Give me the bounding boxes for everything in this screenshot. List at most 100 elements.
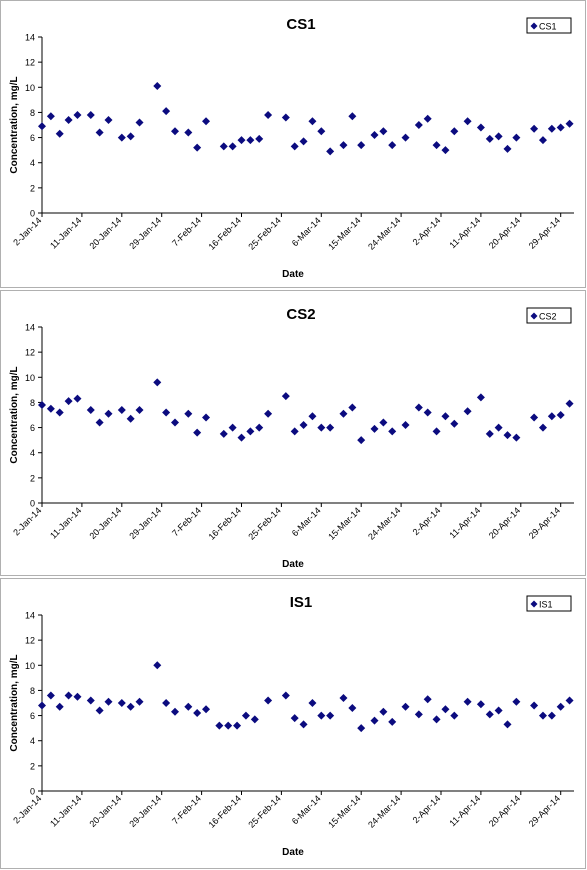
x-tick-label: 11-Jan-14 — [48, 505, 83, 540]
data-point — [326, 711, 335, 720]
legend-box — [526, 17, 572, 34]
data-point — [357, 724, 366, 733]
y-tick-label: 6 — [30, 711, 35, 721]
data-point — [193, 428, 202, 437]
data-point — [538, 711, 547, 720]
data-point — [281, 691, 290, 700]
data-point — [348, 403, 357, 412]
x-tick-label: 11-Apr-14 — [447, 505, 482, 540]
data-point — [224, 721, 233, 730]
data-point — [162, 107, 171, 116]
x-tick-label: 15-Mar-14 — [326, 505, 362, 541]
y-tick-label: 6 — [30, 423, 35, 433]
data-point — [450, 419, 459, 428]
data-point — [476, 700, 485, 709]
x-tick-label: 20-Jan-14 — [87, 505, 123, 541]
data-point — [171, 418, 179, 427]
x-tick-label: 7-Feb-14 — [170, 793, 203, 826]
data-point — [538, 423, 547, 432]
x-tick-label: 24-Mar-14 — [366, 505, 402, 541]
x-tick-label: 2-Apr-14 — [411, 215, 443, 247]
data-point — [414, 403, 423, 412]
data-point — [153, 378, 162, 387]
y-axis-label: Concentration, mg/L — [9, 76, 20, 173]
chart-title: CS2 — [286, 306, 315, 323]
legend-label: CS1 — [539, 22, 557, 32]
data-point — [184, 409, 193, 418]
data-point — [117, 405, 126, 414]
chart-panel-is1: IS1 0 2 4 6 8 10 12 14 2-Jan-14 11-Jan-14 20-Jan-14… — [0, 578, 586, 869]
x-tick-label: 29-Apr-14 — [527, 505, 562, 540]
y-tick-label: 2 — [30, 183, 35, 193]
x-tick-label: 2-Jan-14 — [11, 505, 43, 537]
x-tick-label: 29-Apr-14 — [527, 215, 562, 250]
data-point — [117, 133, 126, 142]
data-point — [357, 141, 366, 150]
data-point — [370, 131, 379, 140]
data-point — [432, 715, 441, 724]
x-tick-label: 2-Jan-14 — [11, 215, 43, 247]
data-point — [171, 707, 179, 716]
data-point — [299, 137, 308, 146]
data-point — [379, 418, 388, 427]
data-point — [494, 132, 503, 141]
data-point — [485, 710, 494, 719]
chart-svg: CS2 0 2 4 6 8 10 12 14 2-Jan-14 11-Jan-14 20-Jan-14… — [9, 306, 574, 570]
data-point — [485, 134, 494, 143]
data-point — [104, 115, 113, 124]
chart-svg: CS1 0 2 4 6 8 10 12 14 2-Jan-14 11-Jan-14 20-Jan-14… — [9, 16, 574, 280]
y-tick-label: 10 — [25, 373, 35, 383]
data-point — [530, 124, 539, 133]
data-point — [55, 129, 64, 138]
data-point — [441, 146, 450, 155]
legend-marker — [530, 312, 538, 320]
legend: IS1 — [526, 595, 572, 612]
x-tick-label: 29-Apr-14 — [527, 793, 562, 828]
chart-title: CS1 — [286, 16, 315, 33]
data-point — [538, 136, 547, 145]
y-tick-label: 0 — [30, 499, 35, 509]
x-tick-label: 2-Apr-14 — [411, 505, 443, 537]
data-point — [463, 697, 472, 706]
data-point — [171, 127, 179, 136]
data-point — [246, 136, 255, 145]
data-point — [228, 142, 237, 151]
data-point — [264, 409, 273, 418]
y-tick-label: 10 — [25, 83, 35, 93]
data-point — [485, 429, 494, 438]
x-tick-label: 11-Apr-14 — [447, 215, 482, 250]
data-point — [64, 397, 73, 406]
data-point — [250, 715, 259, 724]
data-point — [530, 701, 539, 710]
y-tick-label: 4 — [30, 448, 35, 458]
data-point — [565, 399, 574, 408]
y-tick-label: 0 — [30, 787, 35, 797]
data-point — [290, 714, 299, 723]
data-point — [512, 697, 521, 706]
y-tick-label: 4 — [30, 736, 35, 746]
data-point — [401, 702, 410, 711]
data-point — [237, 136, 246, 145]
data-point — [126, 414, 135, 423]
data-point — [308, 699, 317, 707]
data-point — [241, 711, 250, 720]
data-point — [388, 717, 397, 726]
data-point — [95, 706, 104, 715]
data-point — [46, 691, 55, 700]
data-point — [86, 110, 95, 119]
x-tick-label: 25-Feb-14 — [246, 793, 282, 829]
data-point — [126, 702, 135, 711]
y-tick-label: 6 — [30, 133, 35, 143]
y-axis-label: Concentration, mg/L — [9, 654, 20, 751]
y-tick-label: 12 — [25, 58, 35, 68]
x-tick-label: 2-Apr-14 — [411, 793, 443, 825]
data-point — [46, 112, 55, 121]
data-point — [255, 423, 264, 432]
x-tick-label: 29-Jan-14 — [127, 793, 163, 829]
data-point — [357, 436, 366, 445]
data-point — [379, 707, 388, 716]
x-tick-label: 20-Jan-14 — [87, 215, 123, 251]
data-point — [135, 118, 144, 127]
x-tick-label: 11-Jan-14 — [48, 215, 83, 250]
